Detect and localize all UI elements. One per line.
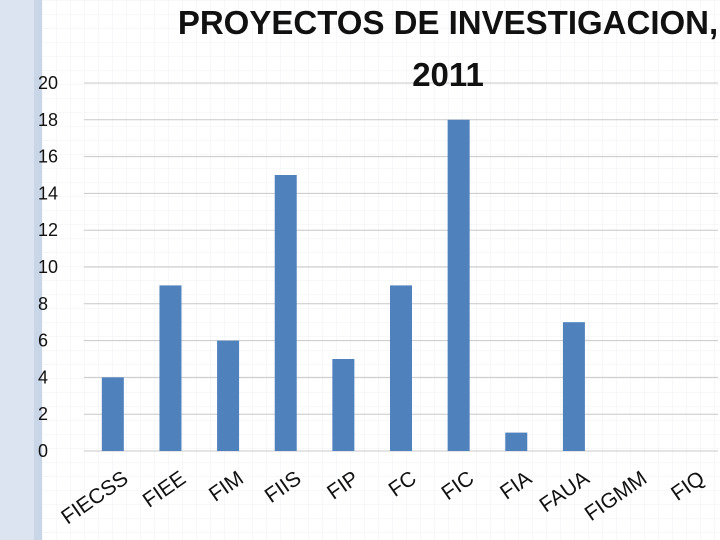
- x-category-label: FIQ: [667, 467, 709, 506]
- x-category-label: FC: [385, 467, 421, 502]
- x-category-label: FIC: [437, 467, 478, 505]
- y-tick-label: 4: [38, 367, 48, 387]
- bar-fiee: [159, 285, 182, 451]
- y-tick-label: 0: [38, 441, 48, 461]
- bar-fip: [332, 359, 355, 451]
- y-tick-label: 8: [38, 294, 48, 314]
- y-tick-label: 20: [38, 73, 58, 93]
- y-tick-label: 2: [38, 404, 48, 424]
- bar-fiecss: [101, 377, 124, 451]
- x-category-label: FIP: [323, 467, 363, 505]
- bar-fim: [217, 340, 240, 451]
- left-accent-bar: [34, 0, 42, 540]
- x-category-label: FIEE: [139, 467, 190, 513]
- bar-fic: [447, 119, 470, 452]
- chart-title-line-2: 2011: [412, 56, 484, 93]
- y-tick-label: 6: [38, 331, 48, 351]
- x-category-label: FIECSS: [57, 467, 132, 529]
- bar-fia: [505, 432, 528, 451]
- y-tick-label: 12: [38, 220, 58, 240]
- x-category-label: FIGMM: [581, 467, 652, 526]
- y-tick-label: 18: [38, 110, 58, 130]
- bars: [101, 119, 585, 452]
- y-axis-ticks: 0 2 4 6 8 10 12 14 16 18 20: [38, 73, 58, 461]
- x-category-label: FIM: [205, 467, 248, 507]
- y-tick-label: 10: [38, 257, 58, 277]
- x-category-label: FIIS: [261, 467, 306, 508]
- y-tick-label: 16: [38, 147, 58, 167]
- bar-faua: [562, 322, 585, 451]
- bar-fiis: [274, 175, 297, 451]
- chart-title: PROYECTOS DE INVESTIGACION, 2011: [178, 4, 718, 93]
- chart-title-line-1: PROYECTOS DE INVESTIGACION,: [178, 4, 718, 41]
- bar-fc: [390, 285, 412, 451]
- y-tick-label: 14: [38, 183, 58, 203]
- x-category-label: FIA: [496, 467, 536, 505]
